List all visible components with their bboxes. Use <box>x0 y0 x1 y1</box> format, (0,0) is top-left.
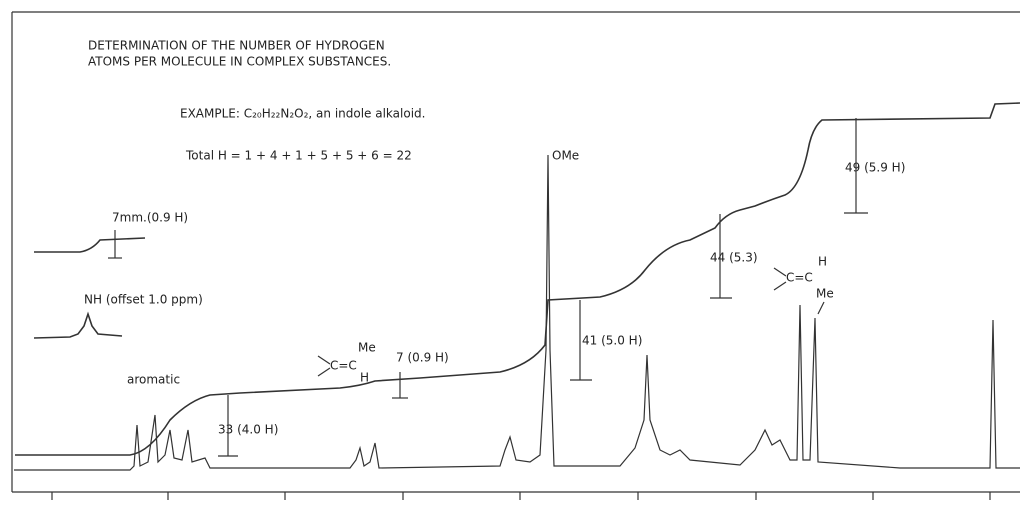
step-label: 44 (5.3) <box>710 251 758 265</box>
step-label: 33 (4.0 H) <box>218 423 278 437</box>
example: EXAMPLE: C₂₀H₂₂N₂O₂, an indole alkaloid. <box>180 107 425 121</box>
step-label: 49 (5.9 H) <box>845 161 905 175</box>
step-label: 7 (0.9 H) <box>396 351 449 365</box>
spectrum <box>14 154 1020 471</box>
structure-bond: C=C <box>786 271 813 285</box>
step-label: 41 (5.0 H) <box>582 334 642 348</box>
structure-group: H <box>818 255 827 269</box>
title-line: ATOMS PER MOLECULE IN COMPLEX SUBSTANCES… <box>88 55 391 69</box>
structure-bonds <box>773 267 825 315</box>
aromatic-label: aromatic <box>127 373 180 387</box>
axis-ticks <box>51 492 991 500</box>
integral-curve <box>15 102 1020 456</box>
inset-integral <box>34 237 146 253</box>
structure-bond: C=C <box>330 359 357 373</box>
structure-group: H <box>360 371 369 385</box>
structure-group: Me <box>358 341 376 355</box>
inset-step-label: 7mm.(0.9 H) <box>112 211 188 225</box>
inset-nh-peak <box>33 311 123 339</box>
structure-group: Me <box>816 287 834 301</box>
step-markers <box>108 118 868 457</box>
structure-bonds <box>317 355 331 377</box>
ome-label: OMe <box>552 149 579 163</box>
total: Total H = 1 + 4 + 1 + 5 + 5 + 6 = 22 <box>185 149 412 163</box>
title-line: DETERMINATION OF THE NUMBER OF HYDROGEN <box>88 39 385 53</box>
nh-label: NH (offset 1.0 ppm) <box>84 293 203 307</box>
